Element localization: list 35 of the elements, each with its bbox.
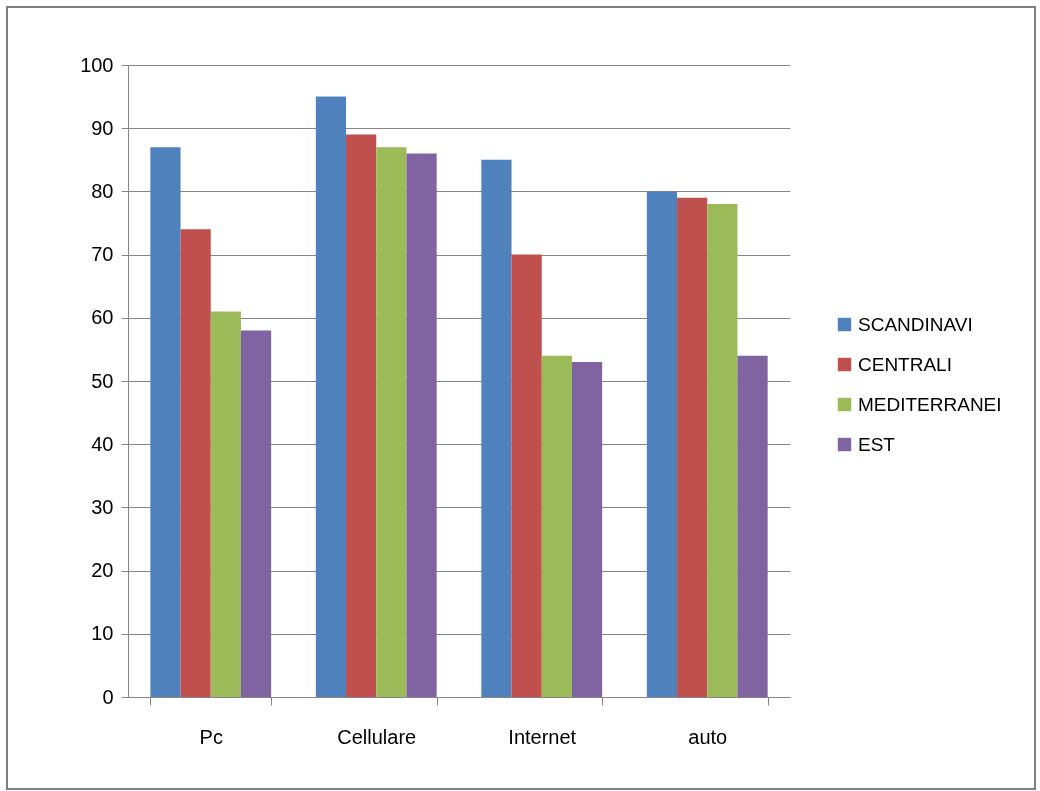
bar xyxy=(315,96,347,697)
y-tick-label: 90 xyxy=(91,116,114,139)
legend-label: MEDITERRANEI xyxy=(858,393,1002,415)
x-tick-label: Pc xyxy=(199,725,223,748)
y-tick-label: 80 xyxy=(91,179,114,202)
y-tick-label: 70 xyxy=(91,243,114,266)
y-tick-label: 100 xyxy=(80,53,114,76)
bar xyxy=(150,147,181,697)
bar xyxy=(210,311,241,697)
legend-label: SCANDINAVI xyxy=(858,313,973,335)
x-tick-label: auto xyxy=(688,725,728,748)
bar xyxy=(571,362,603,697)
y-tick-label: 20 xyxy=(91,559,114,582)
legend-label: CENTRALI xyxy=(858,353,952,375)
x-tick-label: Cellulare xyxy=(337,725,417,748)
bar xyxy=(511,254,542,697)
bar xyxy=(707,204,738,697)
bar xyxy=(346,134,377,697)
y-tick-label: 40 xyxy=(91,432,114,455)
legend-label: EST xyxy=(858,433,896,455)
y-tick-label: 0 xyxy=(102,685,114,708)
bar xyxy=(180,229,211,697)
bar xyxy=(677,197,708,697)
y-tick-label: 60 xyxy=(91,306,114,329)
bar xyxy=(646,191,678,697)
x-tick-label: Internet xyxy=(508,725,577,748)
bar xyxy=(481,159,512,697)
bar xyxy=(737,355,768,697)
bar xyxy=(541,355,572,697)
bar xyxy=(376,147,407,697)
bar xyxy=(240,330,272,697)
bar xyxy=(406,153,437,697)
y-tick-label: 30 xyxy=(91,495,114,518)
y-tick-label: 50 xyxy=(91,369,114,392)
y-tick-label: 10 xyxy=(91,622,114,645)
